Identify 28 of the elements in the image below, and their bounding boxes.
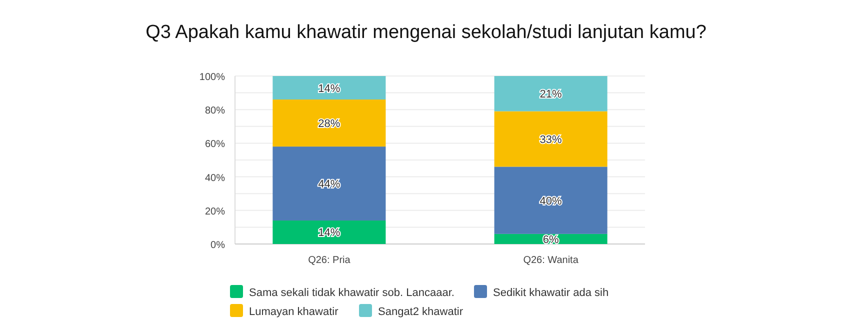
data-label: 33% bbox=[540, 134, 562, 146]
data-label: 21% bbox=[540, 88, 562, 101]
data-label: 40% bbox=[540, 195, 562, 208]
y-tick-label: 100% bbox=[199, 72, 226, 83]
bar bbox=[272, 76, 386, 100]
legend-label: Sama sekali tidak khawatir sob. Lancaaar. bbox=[249, 287, 454, 299]
bar bbox=[494, 166, 608, 234]
data-label: 14% bbox=[318, 82, 340, 95]
bar bbox=[272, 220, 386, 244]
legend-label: Lumayan khawatir bbox=[249, 306, 339, 318]
data-label: 28% bbox=[318, 118, 340, 130]
chart-title: Q3 Apakah kamu khawatir mengenai sekolah/studi lanjutan kamu? bbox=[146, 22, 706, 43]
legend-label: Sangat2 khawatir bbox=[378, 306, 464, 318]
legend-label: Sedikit khawatir ada sih bbox=[493, 287, 609, 299]
y-tick-label: 0% bbox=[210, 240, 226, 251]
bar bbox=[494, 111, 608, 167]
data-label: 44% bbox=[318, 178, 340, 191]
y-tick-label: 80% bbox=[204, 106, 226, 117]
x-tick-label: Q26: Wanita bbox=[523, 255, 579, 266]
bar bbox=[272, 100, 386, 147]
data-label: 6% bbox=[542, 234, 559, 246]
bar bbox=[494, 76, 608, 112]
data-label: 14% bbox=[318, 227, 340, 240]
y-tick-label: 20% bbox=[204, 206, 226, 218]
x-tick-label: Q26: Pria bbox=[308, 255, 351, 266]
y-tick-label: 40% bbox=[204, 172, 226, 184]
y-tick-label: 60% bbox=[204, 139, 226, 150]
bar bbox=[272, 146, 386, 220]
